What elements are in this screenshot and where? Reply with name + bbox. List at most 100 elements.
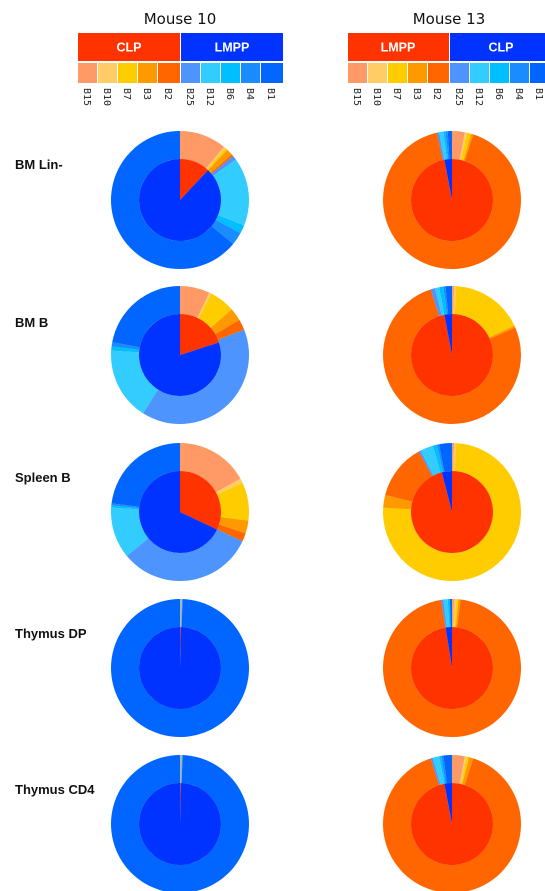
outer-slice-b6: [439, 755, 446, 784]
outer-slice-b2: [215, 319, 245, 340]
outer-slice-b3: [455, 599, 461, 628]
barcode-label: B3: [411, 88, 422, 100]
outer-slice-b1: [111, 599, 250, 738]
inner-slice-clp: [444, 159, 452, 200]
donut-mouse-13-spleen-b: [383, 443, 521, 581]
inner-slice-clp: [180, 783, 181, 824]
outer-slice-b25: [430, 288, 442, 317]
barcode-label: B25: [453, 88, 464, 106]
inner-slice-clp: [180, 471, 221, 530]
mouse-13-group-label-right: CLP: [489, 41, 514, 55]
outer-slice-b15: [180, 599, 182, 628]
mouse-13-group-bar-left: [348, 33, 449, 61]
swatch-b4: [241, 63, 260, 83]
inner-slice-lmpp: [139, 783, 222, 865]
outer-slice-b25: [430, 757, 441, 786]
mouse-10-barcode-swatches: [78, 63, 283, 83]
outer-slice-b2: [217, 524, 246, 542]
outer-slice-b4: [111, 503, 140, 509]
swatch-b25: [450, 63, 469, 83]
inner-slice-lmpp: [138, 314, 221, 396]
outer-slice-b6: [439, 286, 447, 315]
outer-slice-b3: [208, 149, 232, 173]
barcode-label: B2: [431, 88, 442, 100]
outer-slice-b3: [218, 517, 249, 534]
outer-slice-b15: [180, 131, 224, 169]
swatch-b3: [138, 63, 157, 83]
outer-slice-b1: [445, 286, 452, 315]
mouse-13-group-label-left: LMPP: [381, 41, 416, 55]
donut-mouse-10-thymus-dp: [111, 599, 250, 738]
barcode-label: B10: [371, 88, 382, 106]
outer-slice-b4: [211, 219, 241, 244]
outer-slice-b7: [460, 132, 472, 161]
outer-slice-b2: [383, 758, 521, 891]
mouse-13-title: Mouse 13: [413, 10, 486, 28]
header-mouse-13: Mouse 13 LMPP CLP B15 B10 B7 B3 B2 B25 B…: [348, 10, 545, 106]
outer-slice-b1: [439, 443, 452, 472]
outer-slice-b10: [197, 292, 212, 319]
inner-slice-lmpp: [139, 471, 218, 553]
mouse-13-barcode-swatches: [348, 63, 545, 83]
row-label-bm-lin: BM Lin-: [15, 157, 63, 172]
swatch-b25: [181, 63, 200, 83]
outer-slice-b1: [443, 755, 452, 784]
outer-slice-b25: [418, 450, 434, 477]
donut-mouse-10-thymus-cd4: [111, 755, 249, 891]
outer-slice-b15: [180, 755, 182, 784]
outer-slice-b15: [452, 599, 455, 628]
outer-slice-b7: [383, 443, 521, 581]
outer-slice-b15: [452, 286, 455, 315]
barcode-label: B1: [265, 88, 276, 100]
barcode-label: B7: [121, 88, 132, 100]
outer-slice-b15: [180, 443, 241, 493]
donut-mouse-13-bm-lin: [383, 131, 521, 269]
outer-slice-b3: [462, 757, 474, 786]
barcode-label: B4: [244, 88, 255, 100]
outer-slice-b12: [420, 445, 441, 476]
outer-slice-b10: [453, 599, 457, 628]
row-label-thymus-cd4: Thymus CD4: [15, 782, 95, 797]
barcode-label: B3: [141, 88, 152, 100]
row-label-bm-b: BM B: [15, 315, 48, 330]
outer-slice-b1: [110, 131, 234, 269]
outer-slice-b4: [441, 755, 447, 784]
outer-slice-b2: [383, 289, 521, 424]
mouse-10-title: Mouse 10: [144, 10, 217, 28]
outer-slice-b25: [436, 132, 445, 160]
outer-slice-b3: [489, 325, 516, 339]
swatch-b7: [388, 63, 407, 83]
mouse-13-barcode-labels: B15 B10 B7 B3 B2 B25 B12 B6 B4 B1: [351, 88, 544, 106]
inner-slice-clp: [445, 627, 452, 668]
outer-slice-b2: [385, 451, 433, 502]
mouse-10-group-label-left: CLP: [117, 41, 142, 55]
inner-slice-clp: [180, 314, 219, 355]
outer-slice-b12: [213, 159, 249, 226]
outer-slice-b12: [111, 507, 149, 556]
swatch-b6: [221, 63, 240, 83]
outer-slice-b25: [143, 329, 250, 425]
outer-slice-b2: [382, 599, 521, 737]
outer-slice-b15: [452, 131, 465, 160]
outer-slice-b4: [443, 286, 449, 315]
inner-slice-lmpp: [138, 159, 221, 242]
mouse-10-group-bar-right: [181, 33, 283, 61]
outer-slice-b12: [180, 755, 183, 784]
outer-slice-b3: [383, 494, 413, 510]
donut-mouse-13-thymus-dp: [382, 599, 521, 737]
outer-slice-b1: [449, 599, 452, 628]
inner-slice-clp: [444, 783, 452, 824]
outer-slice-b4: [445, 131, 450, 160]
barcode-label: B4: [513, 88, 524, 100]
outer-slice-b12: [443, 599, 450, 628]
swatch-b2: [158, 63, 180, 83]
outer-slice-b7: [460, 756, 470, 785]
swatch-b10: [368, 63, 387, 83]
donut-mouse-13-thymus-cd4: [383, 755, 521, 891]
inner-slice-clp: [180, 159, 209, 200]
mouse-10-barcode-labels: B15 B10 B7 B3 B2 B25 B12 B6 B4 B1: [81, 88, 276, 106]
outer-slice-b6: [215, 215, 245, 234]
outer-slice-b10: [459, 132, 468, 160]
outer-slice-b10: [459, 756, 468, 784]
